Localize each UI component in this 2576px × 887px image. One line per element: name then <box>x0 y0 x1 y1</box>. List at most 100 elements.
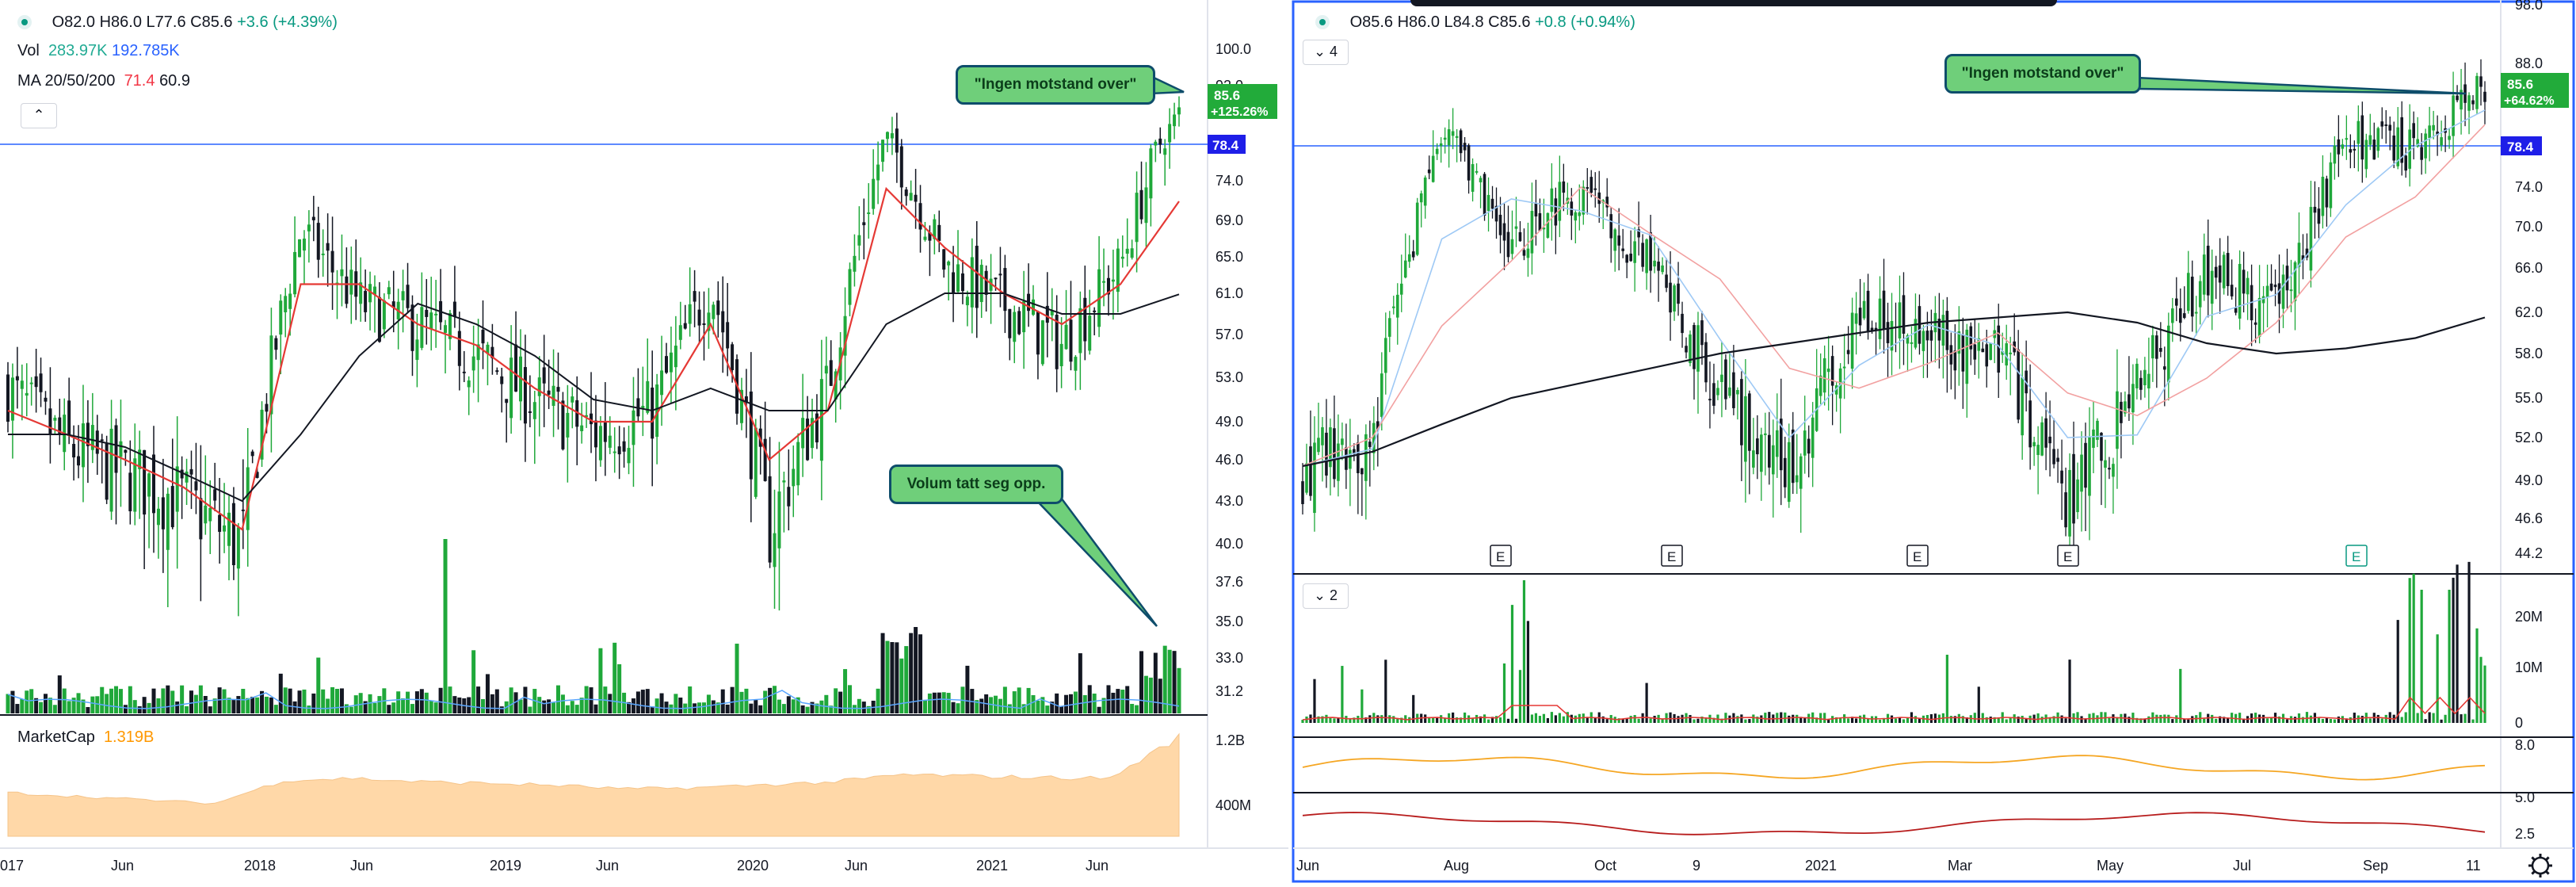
right-volume-bar <box>2345 718 2348 723</box>
left-candle-body <box>471 356 475 371</box>
right-candle-body <box>1645 239 1648 273</box>
left-candle-body <box>462 371 466 373</box>
left-candle-body <box>1055 315 1059 369</box>
left-candle-body <box>674 346 677 368</box>
left-volume-bar <box>560 694 565 713</box>
left-symbol-icon[interactable] <box>17 15 32 29</box>
left-volume-bar <box>222 689 227 713</box>
right-candle-body <box>1321 427 1324 445</box>
left-candle-body <box>811 418 815 449</box>
left-ma50-line <box>8 292 1180 503</box>
right-candle-body <box>2108 468 2111 470</box>
left-volume-bar <box>834 688 838 713</box>
right-candle-body <box>2372 140 2376 160</box>
left-candle-body <box>147 473 151 497</box>
right-volume-bar <box>2187 719 2190 723</box>
right-volume-bar <box>1337 718 1340 723</box>
right-osc-line-2 <box>1302 812 2486 835</box>
right-candle-body <box>1649 232 1652 271</box>
left-volume-bar <box>763 690 768 713</box>
left-candle-body <box>984 270 988 295</box>
left-candle-body <box>401 291 405 300</box>
left-volume-bar <box>781 704 786 713</box>
settings-gear-icon[interactable] <box>2528 854 2552 877</box>
right-volume-bar <box>1953 716 1956 723</box>
right-volume-bar <box>1906 717 1910 723</box>
right-candle-body <box>1918 306 1922 344</box>
left-volume-bar <box>326 698 330 713</box>
left-volume-bar <box>349 706 353 713</box>
left-volume-bars <box>6 539 1181 713</box>
right-candle-body <box>2333 145 2337 164</box>
right-candle-body <box>2198 281 2202 308</box>
right-volume-bar <box>2321 718 2325 723</box>
right-volume-bar <box>1740 714 1743 723</box>
right-price-tick: 55.0 <box>2515 390 2543 406</box>
right-volume-bar <box>1566 712 1569 723</box>
left-volume-bar <box>15 704 20 713</box>
right-candle-body <box>1621 248 1624 251</box>
left-candle-body <box>806 419 810 461</box>
left-candle-body <box>415 339 419 361</box>
left-volume-bar <box>189 690 193 713</box>
right-candle-body <box>1685 346 1688 353</box>
right-candle-body <box>1661 265 1664 273</box>
right-candle-body <box>1677 283 1680 304</box>
left-volume-bar <box>1031 694 1036 713</box>
left-candle-body <box>175 466 179 512</box>
right-volume-bar <box>2479 656 2483 723</box>
left-volume-bar <box>180 685 185 713</box>
left-volume-bar <box>166 685 170 713</box>
right-volume-bar <box>2341 716 2344 723</box>
right-volume-bar <box>2179 668 2182 723</box>
right-candle-body <box>2353 148 2357 151</box>
left-volume-bar <box>1064 694 1069 713</box>
right-candle-body <box>2388 124 2392 131</box>
left-volume-bar <box>128 686 132 713</box>
left-volume-bar <box>34 698 39 713</box>
right-time-label: Jul <box>2233 858 2251 874</box>
right-volume-pane-toggle[interactable]: ⌄ 2 <box>1303 583 1349 609</box>
right-indicators-toggle[interactable]: ⌄ 4 <box>1303 40 1349 65</box>
right-candle-body <box>1498 214 1502 235</box>
left-candle-body <box>208 507 212 522</box>
right-volume-bar <box>2357 715 2360 723</box>
right-candle-body <box>1866 290 1870 332</box>
right-candle-body <box>2230 285 2234 296</box>
right-candle-body <box>2060 470 2063 484</box>
right-volume-bar <box>1463 712 1467 723</box>
left-candle-body <box>189 468 193 475</box>
left-candle-body <box>58 417 62 435</box>
right-earnings-marker <box>1906 545 1929 567</box>
left-volume-bar <box>509 687 513 713</box>
left-volume-bar <box>570 701 574 713</box>
left-volume-bar <box>989 697 994 713</box>
right-volume-bar <box>2424 719 2427 723</box>
left-candle-body <box>942 249 946 270</box>
right-symbol-icon[interactable] <box>1315 15 1330 29</box>
left-volume-bar <box>288 688 292 713</box>
left-candle-body <box>590 413 593 425</box>
right-candle-body <box>1479 178 1483 183</box>
right-volume-bar <box>2456 564 2459 723</box>
right-candle-body <box>2452 95 2455 136</box>
left-candle-body <box>218 514 222 532</box>
left-volume-bar <box>377 696 382 713</box>
left-volume-bar <box>866 705 871 713</box>
right-candle-body <box>1349 449 1352 469</box>
left-price-tick: 74.0 <box>1215 173 1243 189</box>
right-candle-body <box>2246 277 2250 295</box>
left-volume-bar <box>918 634 923 713</box>
left-collapse-button[interactable]: ⌃ <box>21 103 57 128</box>
right-volume-bar <box>1977 686 1980 723</box>
left-candle-body <box>1154 141 1158 146</box>
right-candle-body <box>1724 359 1727 400</box>
right-candle-body <box>1665 274 1668 289</box>
left-volume-bar <box>344 704 349 713</box>
right-candle-body <box>1740 379 1743 445</box>
left-candle-body <box>547 390 551 395</box>
left-volume-bar <box>1087 685 1092 713</box>
right-volume-bar <box>1752 714 1755 723</box>
right-time-label: Mar <box>1948 858 1972 874</box>
left-candle-body <box>161 497 165 530</box>
